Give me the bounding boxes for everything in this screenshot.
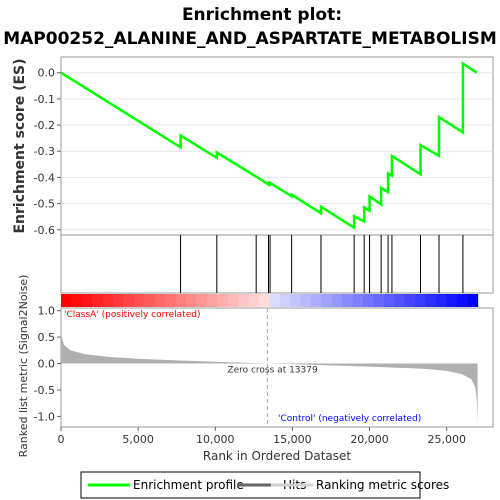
enrichment-profile-line <box>60 61 478 230</box>
color-bar-segment <box>435 294 447 307</box>
x-tick-label: 10,000 <box>196 433 235 446</box>
color-bar-segment <box>71 294 83 307</box>
color-bar-segment <box>300 294 312 307</box>
legend-metric-label: Ranking metric scores <box>316 478 449 492</box>
color-bar-segment <box>269 294 281 307</box>
color-bar-segment <box>227 294 239 307</box>
color-bar-segment <box>61 294 73 307</box>
metric-x-axis-label: Rank in Ordered Dataset <box>203 449 351 463</box>
es-y-tick-label: -0.2 <box>34 119 55 132</box>
metric-y-tick-label: 0.0 <box>38 358 56 371</box>
es-y-tick-label: -0.3 <box>34 145 55 158</box>
legend: Enrichment profile Hits Ranking metric s… <box>80 471 449 499</box>
color-bar-segment <box>133 294 145 307</box>
color-bar-segment <box>383 294 395 307</box>
color-bar-segment <box>342 294 354 307</box>
x-tick-label: 0 <box>58 433 65 446</box>
color-bar-segment <box>456 294 468 307</box>
color-bar-segment <box>425 294 437 307</box>
chart-title-line2: MAP00252_ALANINE_AND_ASPARTATE_METABOLIS… <box>3 29 497 49</box>
color-bar-segment <box>185 294 197 307</box>
chart-title-line1: Enrichment plot: <box>182 5 342 25</box>
negative-class-label: 'Control' (negatively correlated) <box>278 414 421 424</box>
color-bar-segment <box>154 294 166 307</box>
metric-y-tick-label: -0.5 <box>34 384 55 397</box>
color-bar-segment <box>290 294 302 307</box>
color-bar-segment <box>404 294 416 307</box>
color-bar-segment <box>394 294 406 307</box>
color-bar-segment <box>196 294 208 307</box>
positive-class-label: 'ClassA' (positively correlated) <box>64 310 201 320</box>
color-bar-segment <box>92 294 104 307</box>
color-bar-segment <box>467 294 479 307</box>
color-bar-segment <box>206 294 218 307</box>
color-bar-segment <box>217 294 229 307</box>
zero-cross-label: Zero cross at 13379 <box>227 366 318 376</box>
es-plot-area <box>60 56 494 236</box>
es-panel: 0.0 -0.1 -0.2 -0.3 -0.4 -0.5 -0.6 Enrichment s… <box>12 56 494 237</box>
x-tick-label: 20,000 <box>350 433 389 446</box>
es-y-tick-label: -0.6 <box>34 224 55 237</box>
color-bar-segment <box>363 294 375 307</box>
metric-panel: Zero cross at 13379 'ClassA' (positively… <box>17 275 494 463</box>
ranked-list-color-bar <box>61 294 479 307</box>
color-bar-segment <box>123 294 135 307</box>
hits-area <box>60 234 494 294</box>
color-bar-segment <box>373 294 385 307</box>
color-bar-segment <box>175 294 187 307</box>
legend-enrichment-label: Enrichment profile <box>133 478 244 492</box>
color-bar-segment <box>102 294 114 307</box>
color-bar-segment <box>81 294 93 307</box>
color-bar-segment <box>144 294 156 307</box>
es-y-axis-label: Enrichment score (ES) <box>12 58 28 233</box>
color-bar-segment <box>352 294 364 307</box>
color-bar-segment <box>321 294 333 307</box>
x-tick-label: 5,000 <box>122 433 154 446</box>
metric-y-tick-label: -1.0 <box>34 410 55 423</box>
x-tick-label: 15,000 <box>273 433 312 446</box>
metric-y-axis-label: Ranked list metric (Signal2Noise) <box>17 275 30 458</box>
hits-panel <box>60 234 494 294</box>
color-bar-segment <box>331 294 343 307</box>
color-bar-segment <box>279 294 291 307</box>
color-bar-segment <box>113 294 125 307</box>
color-bar-segment <box>446 294 458 307</box>
es-y-tick-label: -0.5 <box>34 198 55 211</box>
color-bar-segment <box>415 294 427 307</box>
es-y-tick-label: -0.1 <box>34 93 55 106</box>
metric-y-tick-label: 0.5 <box>38 331 56 344</box>
x-tick-label: 25,000 <box>427 433 466 446</box>
color-bar-segment <box>165 294 177 307</box>
color-bar-segment <box>248 294 260 307</box>
color-bar-segment <box>238 294 250 307</box>
color-bar-segment <box>258 294 270 307</box>
es-y-tick-label: 0.0 <box>38 67 56 80</box>
color-bar-segment <box>310 294 322 307</box>
es-y-tick-label: -0.4 <box>34 171 55 184</box>
metric-y-tick-label: 1.0 <box>38 305 56 318</box>
